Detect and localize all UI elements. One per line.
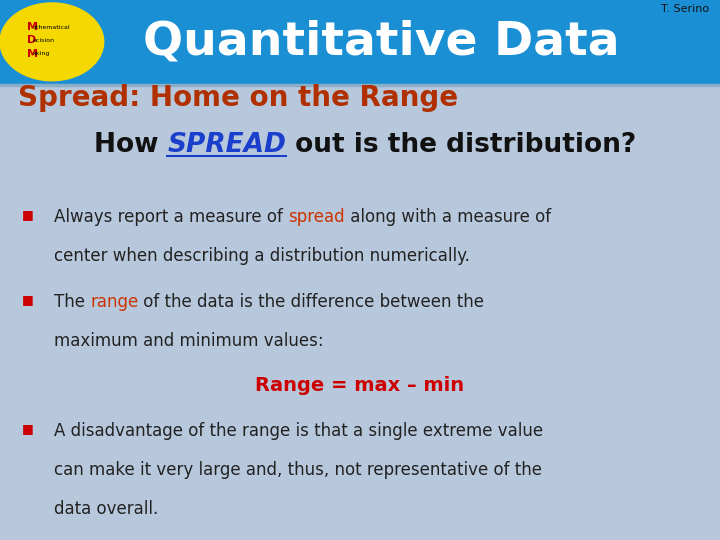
Text: How: How — [94, 132, 167, 158]
Text: M: M — [27, 22, 38, 32]
Text: data overall.: data overall. — [54, 500, 158, 517]
Circle shape — [0, 3, 104, 80]
Text: The: The — [54, 293, 90, 310]
Text: Always report a measure of: Always report a measure of — [54, 208, 288, 226]
Text: Range = max – min: Range = max – min — [256, 376, 464, 395]
Text: athematical: athematical — [33, 25, 71, 30]
Bar — [0, 0, 720, 84]
Text: M: M — [27, 49, 38, 59]
Text: range: range — [90, 293, 138, 310]
Text: SPREAD: SPREAD — [167, 132, 286, 158]
Text: ecision: ecision — [33, 38, 55, 43]
Text: A disadvantage of the range is that a single extreme value: A disadvantage of the range is that a si… — [54, 422, 543, 440]
Text: aking: aking — [33, 51, 50, 56]
Text: center when describing a distribution numerically.: center when describing a distribution nu… — [54, 247, 470, 265]
Text: ■: ■ — [22, 293, 33, 306]
Text: along with a measure of: along with a measure of — [345, 208, 551, 226]
Bar — [0, 84, 720, 86]
Text: ■: ■ — [22, 422, 33, 435]
Text: Spread: Home on the Range: Spread: Home on the Range — [18, 84, 458, 112]
Text: can make it very large and, thus, not representative of the: can make it very large and, thus, not re… — [54, 461, 542, 478]
Text: Quantitative Data: Quantitative Data — [143, 19, 620, 64]
Text: spread: spread — [288, 208, 345, 226]
Text: of the data is the difference between the: of the data is the difference between th… — [138, 293, 485, 310]
Text: D: D — [27, 35, 37, 45]
Text: ■: ■ — [22, 208, 33, 221]
Text: out is the distribution?: out is the distribution? — [286, 132, 636, 158]
Text: T. Serino: T. Serino — [661, 4, 709, 14]
Text: maximum and minimum values:: maximum and minimum values: — [54, 332, 323, 349]
